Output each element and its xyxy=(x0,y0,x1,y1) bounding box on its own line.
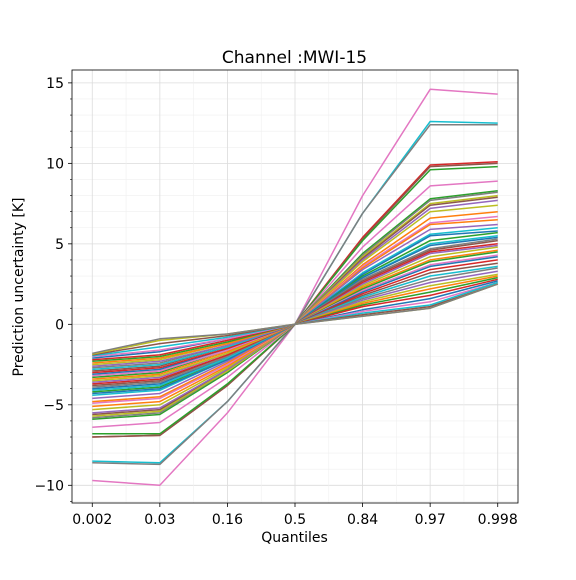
x-tick-label: 0.5 xyxy=(284,512,306,528)
x-tick-label: 0.84 xyxy=(347,512,378,528)
y-tick-label: 5 xyxy=(55,237,64,253)
x-tick-label: 0.03 xyxy=(144,512,175,528)
x-tick-label: 0.16 xyxy=(212,512,243,528)
x-tick-label: 0.002 xyxy=(72,512,112,528)
x-tick-label: 0.97 xyxy=(415,512,446,528)
x-tick-label: 0.998 xyxy=(478,512,518,528)
y-tick-label: 15 xyxy=(46,76,64,92)
series-line-46 xyxy=(92,283,498,355)
y-tick-label: −10 xyxy=(34,478,64,494)
x-axis-ticks: 0.002 0.03 0.16 0.5 0.84 0.97 0.998 xyxy=(72,503,518,528)
chart-title: Channel :MWI-15 xyxy=(222,48,367,68)
y-tick-label: −5 xyxy=(43,398,64,414)
x-axis-label: Quantiles xyxy=(261,530,328,546)
y-axis-ticks: −10 −5 0 5 10 15 xyxy=(34,76,72,502)
y-axis-label: Prediction uncertainty [K] xyxy=(11,198,27,377)
series-lines xyxy=(92,88,498,487)
y-tick-label: 0 xyxy=(55,317,64,333)
y-tick-label: 10 xyxy=(46,156,64,172)
